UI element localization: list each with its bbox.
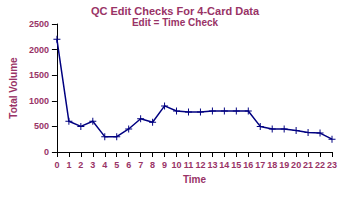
svg-text:21: 21 — [303, 160, 313, 170]
svg-text:10: 10 — [172, 160, 182, 170]
svg-text:5: 5 — [114, 160, 119, 170]
svg-text:22: 22 — [315, 160, 325, 170]
svg-text:0: 0 — [44, 147, 49, 157]
svg-text:1500: 1500 — [29, 70, 49, 80]
svg-text:7: 7 — [138, 160, 143, 170]
svg-text:12: 12 — [195, 160, 205, 170]
svg-text:QC Edit Checks For 4-Card Data: QC Edit Checks For 4-Card Data — [91, 5, 260, 17]
svg-text:Time: Time — [183, 174, 207, 185]
svg-text:1: 1 — [66, 160, 71, 170]
svg-text:500: 500 — [34, 121, 49, 131]
svg-text:Edit = Time Check: Edit = Time Check — [132, 17, 219, 28]
svg-text:2000: 2000 — [29, 45, 49, 55]
svg-text:8: 8 — [150, 160, 155, 170]
svg-text:9: 9 — [162, 160, 167, 170]
svg-text:18: 18 — [267, 160, 277, 170]
svg-text:3: 3 — [90, 160, 95, 170]
svg-text:6: 6 — [126, 160, 131, 170]
svg-text:17: 17 — [255, 160, 265, 170]
svg-text:23: 23 — [327, 160, 337, 170]
svg-text:15: 15 — [231, 160, 241, 170]
svg-text:Total Volume: Total Volume — [8, 57, 19, 119]
svg-text:11: 11 — [184, 160, 194, 170]
svg-text:4: 4 — [102, 160, 107, 170]
svg-text:1000: 1000 — [29, 96, 49, 106]
svg-text:13: 13 — [207, 160, 217, 170]
svg-text:2: 2 — [78, 160, 83, 170]
svg-text:0: 0 — [54, 160, 59, 170]
svg-text:2500: 2500 — [29, 19, 49, 29]
svg-text:19: 19 — [279, 160, 289, 170]
svg-text:14: 14 — [219, 160, 229, 170]
svg-text:16: 16 — [243, 160, 253, 170]
svg-text:20: 20 — [291, 160, 301, 170]
